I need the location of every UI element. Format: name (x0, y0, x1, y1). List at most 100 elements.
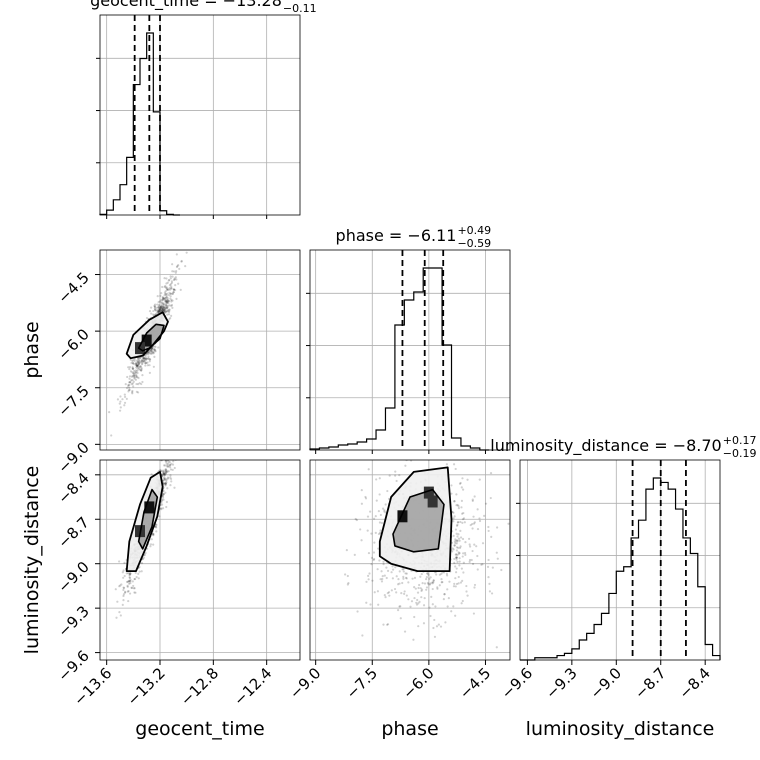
scatter-point (163, 474, 166, 477)
scatter-point (364, 497, 368, 500)
scatter-point (360, 488, 363, 492)
scatter-point (164, 307, 167, 311)
scatter-point (164, 468, 167, 471)
scatter-point (476, 568, 479, 571)
scatter-point (460, 602, 463, 605)
scatter-point (178, 456, 180, 458)
scatter-point (169, 292, 172, 295)
scatter-point (138, 357, 141, 360)
scatter-point (128, 375, 132, 378)
scatter-point (386, 592, 389, 595)
x-tick-label: −12.8 (177, 664, 222, 709)
scatter-point (455, 539, 458, 542)
scatter-point (366, 515, 370, 518)
scatter-point (159, 308, 162, 311)
scatter-point (165, 294, 168, 297)
scatter-point (414, 454, 416, 456)
scatter-point (471, 562, 475, 566)
scatter-point (454, 556, 458, 560)
scatter-point (166, 297, 169, 300)
scatter-point (135, 373, 138, 377)
scatter-point (164, 484, 167, 487)
density-peak (423, 486, 434, 499)
scatter-point (123, 395, 127, 399)
scatter-point (168, 287, 171, 290)
scatter-point (164, 299, 167, 302)
scatter-point (161, 494, 165, 497)
scatter-point (128, 366, 132, 369)
scatter-point (159, 294, 162, 297)
scatter-point (453, 544, 456, 547)
scatter-point (144, 362, 147, 365)
scatter-point (141, 380, 144, 384)
scatter-point (403, 630, 407, 633)
scatter-point (170, 286, 173, 290)
scatter-point (172, 288, 175, 291)
scatter-point (452, 511, 455, 514)
contour-outer (125, 311, 169, 360)
scatter-point (373, 557, 376, 561)
scatter-point (143, 553, 146, 556)
scatter-point (386, 623, 390, 626)
scatter-point (118, 402, 121, 405)
scatter-point (162, 498, 165, 501)
scatter-point (167, 447, 169, 449)
x-tick-label: −7.5 (343, 664, 381, 702)
scatter-point (167, 460, 170, 463)
scatter-point (167, 300, 171, 303)
scatter-point (161, 469, 165, 472)
scatter-point (419, 587, 422, 590)
panel-content (310, 454, 510, 660)
scatter-point (172, 270, 176, 273)
scatter-point (155, 312, 158, 315)
scatter-point (490, 535, 493, 538)
scatter-point (146, 364, 149, 367)
scatter-point (161, 299, 164, 302)
scatter-point (426, 581, 429, 585)
scatter-point (373, 541, 376, 544)
scatter-point (155, 530, 158, 533)
scatter-point (175, 270, 178, 273)
scatter-point (385, 566, 388, 569)
scatter-point (164, 464, 167, 467)
scatter-point (132, 362, 135, 365)
scatter-point (162, 303, 166, 307)
scatter-point (453, 561, 456, 564)
scatter-point (135, 364, 139, 368)
x-tick-label: −9.6 (498, 664, 536, 702)
scatter-point (160, 508, 163, 511)
scatter-point (144, 357, 147, 361)
scatter-point (166, 300, 169, 304)
scatter-point (414, 587, 417, 590)
scatter-point (465, 584, 468, 588)
scatter-point (429, 582, 432, 585)
scatter-point (431, 581, 434, 584)
scatter-point (169, 476, 172, 479)
scatter-point (170, 298, 173, 302)
hist-title-geocent_time: geocent_time = −13.28 (90, 0, 282, 11)
scatter-point (128, 592, 132, 595)
scatter-point (172, 291, 175, 294)
scatter-point (133, 376, 136, 379)
scatter-point (130, 383, 133, 386)
scatter-point (446, 588, 449, 591)
scatter-point (122, 599, 125, 602)
scatter-point (118, 560, 121, 563)
scatter-point (129, 572, 132, 575)
scatter-point (175, 265, 179, 269)
scatter-point (425, 576, 428, 579)
scatter-point (122, 593, 126, 596)
scatter-point (164, 482, 167, 485)
scatter-point (132, 362, 135, 365)
scatter-point (346, 574, 349, 578)
scatter-point (417, 625, 420, 628)
scatter-point (162, 492, 165, 496)
scatter-point (480, 563, 483, 566)
scatter-point (138, 382, 141, 385)
scatter-point (360, 539, 363, 542)
scatter-point (405, 572, 408, 575)
scatter-point (135, 364, 138, 367)
scatter-point (170, 462, 173, 465)
scatter-point (162, 489, 165, 493)
scatter-point (134, 361, 137, 365)
